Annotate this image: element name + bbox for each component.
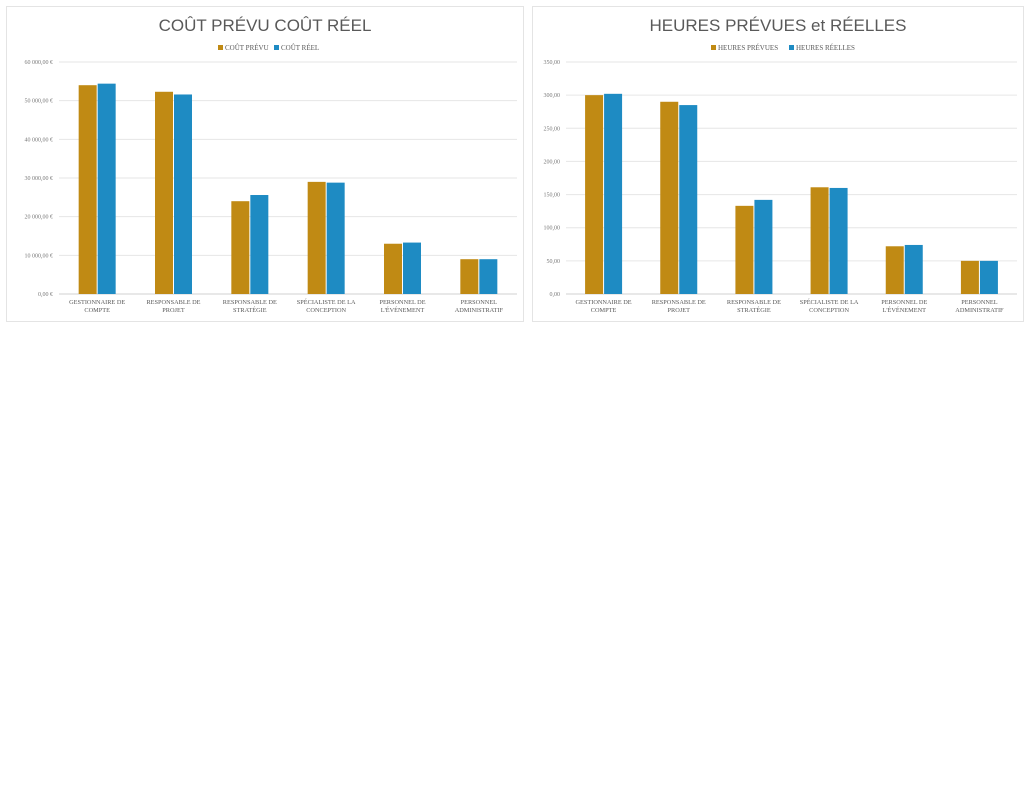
x-category-line: L'ÉVÉNEMENT — [381, 306, 425, 314]
x-category-line: PROJET — [162, 307, 185, 314]
bar-planned — [307, 181, 326, 294]
bar-planned — [155, 91, 173, 294]
bar-planned — [735, 205, 754, 294]
bar-planned — [78, 85, 97, 294]
chart-legend: HEURES PRÉVUES HEURES RÉELLES — [711, 44, 855, 52]
legend-swatch — [711, 45, 716, 50]
y-tick-label: 60 000,00 € — [25, 60, 54, 66]
x-category-line: PERSONNEL DE — [881, 299, 927, 306]
bar-actual — [479, 259, 498, 294]
x-category-label: RESPONSABLE DE PROJET — [652, 299, 706, 314]
x-category-label: RESPONSABLE DE STRATÉGIE — [727, 299, 781, 314]
x-category-label: RESPONSABLE DE STRATÉGIE — [223, 299, 277, 314]
x-category-line: RESPONSABLE DE — [146, 299, 200, 306]
x-category-line: PERSONNEL DE — [379, 299, 425, 306]
legend-label: HEURES PRÉVUES — [718, 44, 778, 52]
bar-actual — [403, 242, 421, 294]
chart-title: HEURES PRÉVUES et RÉELLES — [650, 16, 907, 35]
legend-swatch — [218, 45, 223, 50]
x-category-label: PERSONNEL DE L'ÉVÉNEMENT — [379, 299, 425, 314]
y-tick-label: 50 000,00 € — [25, 99, 54, 105]
legend-label: COÛT RÉEL — [281, 44, 319, 52]
y-tick-label: 250,00 — [544, 126, 561, 132]
x-category-line: L'ÉVÉNEMENT — [883, 306, 927, 314]
bar-actual — [604, 93, 623, 295]
bar-actual — [979, 260, 998, 294]
bar-actual — [679, 105, 698, 294]
legend-swatch — [789, 45, 794, 50]
y-tick-label: 200,00 — [544, 159, 561, 165]
bar-planned — [585, 95, 604, 295]
x-category-label: PERSONNEL DE L'ÉVÉNEMENT — [881, 299, 927, 314]
x-category-line: ADMINISTRATIF — [955, 307, 1004, 314]
y-tick-label: 40 000,00 € — [25, 137, 54, 143]
y-tick-label: 350,00 — [544, 60, 561, 66]
bar-planned — [960, 260, 979, 294]
x-category-line: SPÉCIALISTE DE LA — [297, 298, 356, 306]
legend-label: HEURES RÉELLES — [796, 44, 855, 52]
x-category-line: COMPTE — [84, 307, 110, 314]
bar-planned — [885, 246, 904, 294]
bar-actual — [250, 195, 269, 294]
x-category-label: PERSONNEL ADMINISTRATIF — [455, 299, 504, 314]
x-category-label: GESTIONNAIRE DE COMPTE — [576, 299, 632, 314]
x-category-line: GESTIONNAIRE DE — [69, 299, 125, 306]
legend-swatch — [274, 45, 279, 50]
x-category-line: PROJET — [668, 307, 691, 314]
x-category-line: PERSONNEL — [961, 299, 998, 306]
y-tick-label: 300,00 — [544, 93, 561, 99]
x-category-line: STRATÉGIE — [737, 306, 771, 314]
y-tick-label: 10 000,00 € — [25, 253, 54, 259]
x-category-line: ADMINISTRATIF — [455, 307, 504, 314]
bar-actual — [829, 187, 848, 294]
bar-actual — [174, 94, 192, 294]
y-tick-label: 20 000,00 € — [25, 215, 54, 221]
bar-actual — [326, 182, 345, 294]
hours-chart: HEURES PRÉVUES et RÉELLES HEURES PRÉVUES H… — [532, 6, 1024, 322]
x-category-line: GESTIONNAIRE DE — [576, 299, 632, 306]
x-category-label: SPÉCIALISTE DE LA CONCEPTION — [297, 298, 356, 314]
x-category-label: SPÉCIALISTE DE LA CONCEPTION — [800, 298, 859, 314]
y-tick-label: 30 000,00 € — [25, 176, 54, 182]
bar-actual — [97, 83, 116, 294]
x-category-label: GESTIONNAIRE DE COMPTE — [69, 299, 125, 314]
bar-planned — [231, 201, 250, 294]
y-tick-label: 0,00 — [550, 292, 561, 298]
y-tick-label: 0,00 € — [38, 292, 53, 298]
legend-label: COÛT PRÉVU — [225, 44, 269, 52]
y-tick-label: 100,00 — [544, 226, 561, 232]
x-category-line: CONCEPTION — [306, 307, 346, 314]
chart-title: COÛT PRÉVU COÛT RÉEL — [159, 16, 372, 35]
x-category-line: RESPONSABLE DE — [727, 299, 781, 306]
x-category-line: RESPONSABLE DE — [223, 299, 277, 306]
bar-actual — [754, 199, 773, 294]
bar-planned — [810, 187, 829, 294]
chart-legend: COÛT PRÉVU COÛT RÉEL — [218, 44, 319, 52]
x-category-line: COMPTE — [591, 307, 617, 314]
bar-planned — [384, 243, 402, 294]
x-category-line: RESPONSABLE DE — [652, 299, 706, 306]
cost-chart: COÛT PRÉVU COÛT RÉEL COÛT PRÉVU COÛT RÉEL 0… — [6, 6, 524, 322]
bar-planned — [660, 101, 679, 295]
bar-planned — [460, 259, 479, 294]
x-category-line: STRATÉGIE — [233, 306, 267, 314]
y-tick-label: 150,00 — [544, 193, 561, 199]
x-category-label: PERSONNEL ADMINISTRATIF — [955, 299, 1004, 314]
x-category-line: PERSONNEL — [461, 299, 498, 306]
x-category-label: RESPONSABLE DE PROJET — [146, 299, 200, 314]
y-tick-label: 50,00 — [547, 259, 561, 265]
bar-actual — [904, 244, 923, 294]
x-category-line: CONCEPTION — [809, 307, 849, 314]
x-category-line: SPÉCIALISTE DE LA — [800, 298, 859, 306]
